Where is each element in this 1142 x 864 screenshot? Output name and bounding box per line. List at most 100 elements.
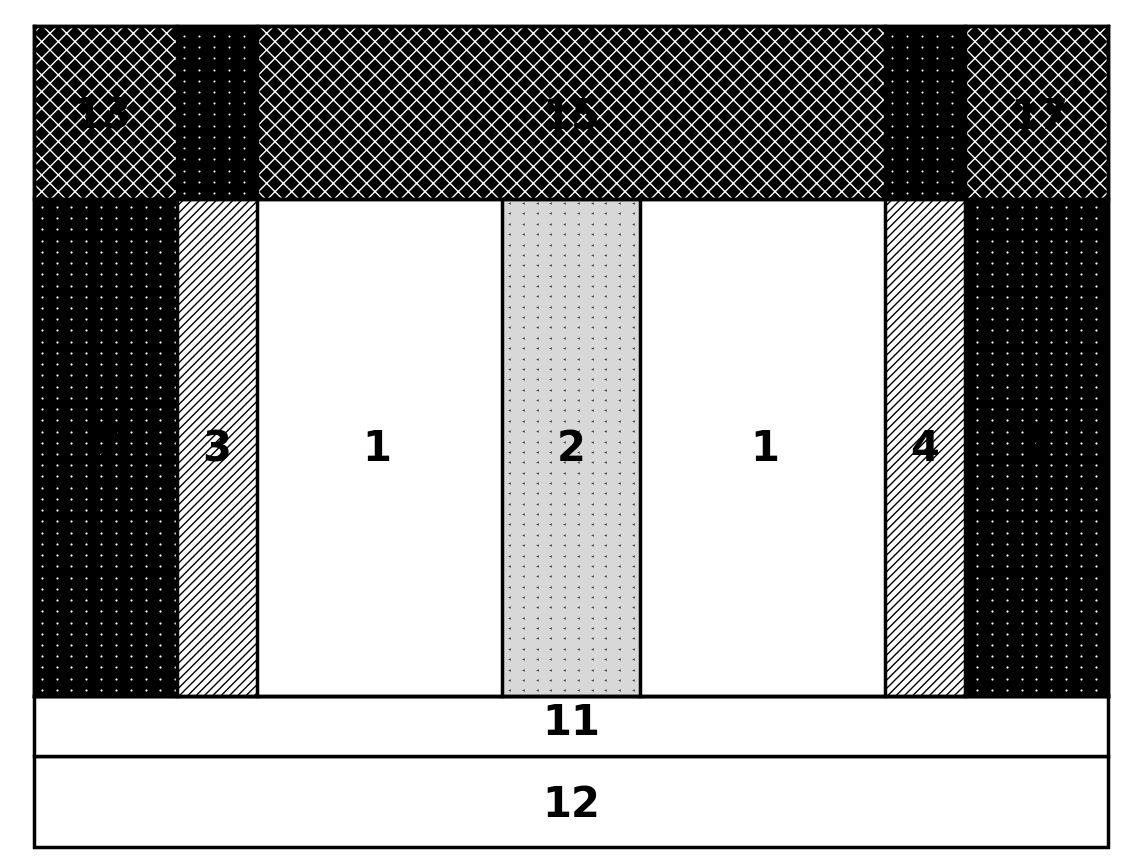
Point [819, 615, 837, 629]
Point [715, 424, 733, 438]
Point [804, 638, 822, 651]
Point [626, 650, 644, 664]
Point [914, 130, 932, 143]
Point [610, 372, 628, 386]
Point [898, 164, 916, 178]
Point [195, 447, 214, 461]
Point [715, 289, 733, 303]
Point [863, 559, 882, 573]
Point [106, 570, 124, 584]
Point [166, 480, 184, 494]
Point [745, 683, 763, 696]
Point [997, 458, 1015, 472]
Point [136, 626, 154, 640]
Point [284, 357, 303, 371]
Point [982, 480, 1000, 494]
Point [552, 514, 570, 528]
Point [914, 62, 932, 76]
Point [255, 626, 273, 640]
Point [700, 267, 718, 281]
Point [388, 278, 407, 292]
Point [190, 175, 209, 189]
Point [893, 582, 911, 596]
Point [514, 414, 532, 428]
Point [477, 626, 496, 640]
Point [463, 503, 481, 517]
Point [566, 480, 585, 494]
Point [967, 267, 986, 281]
Point [522, 650, 540, 664]
Point [555, 683, 573, 697]
Point [514, 590, 532, 604]
Point [240, 267, 258, 281]
Point [982, 435, 1000, 449]
Point [121, 368, 139, 382]
Point [240, 334, 258, 348]
Point [1042, 200, 1060, 213]
Point [596, 559, 614, 573]
Point [566, 593, 585, 607]
Point [91, 503, 110, 517]
Point [914, 96, 932, 110]
Point [514, 486, 532, 500]
Point [804, 559, 822, 573]
Point [1042, 604, 1060, 618]
Point [388, 233, 407, 247]
Point [448, 357, 466, 371]
Point [566, 278, 585, 292]
Point [908, 548, 926, 562]
Point [581, 323, 601, 337]
Point [344, 570, 362, 584]
Point [62, 357, 80, 371]
Point [626, 525, 644, 539]
Point [299, 559, 317, 573]
Point [596, 346, 614, 359]
Point [555, 528, 573, 542]
Point [255, 357, 273, 371]
Point [923, 289, 941, 303]
Bar [640, 199, 885, 696]
Point [626, 200, 644, 213]
Point [582, 621, 601, 635]
Point [555, 559, 573, 573]
Point [938, 289, 956, 303]
Point [611, 424, 629, 438]
Point [359, 570, 377, 584]
Point [641, 200, 659, 213]
Point [448, 638, 466, 651]
Point [789, 593, 807, 607]
Point [1012, 480, 1030, 494]
Point [541, 486, 560, 500]
Point [507, 278, 525, 292]
Point [656, 278, 674, 292]
Point [596, 559, 614, 573]
Point [566, 200, 585, 213]
Point [656, 402, 674, 416]
Point [982, 548, 1000, 562]
Point [255, 525, 273, 539]
Point [284, 256, 303, 270]
Point [759, 469, 778, 483]
Point [952, 312, 971, 326]
Point [914, 40, 932, 54]
Point [195, 402, 214, 416]
Point [611, 447, 629, 461]
Point [91, 626, 110, 640]
Point [656, 379, 674, 393]
Point [819, 480, 837, 494]
Point [927, 62, 946, 76]
Point [774, 312, 793, 326]
Point [581, 391, 601, 404]
Point [610, 352, 628, 365]
Point [514, 466, 532, 480]
Point [492, 469, 510, 483]
Point [477, 458, 496, 472]
Point [555, 538, 573, 552]
Point [982, 233, 1000, 247]
Point [1042, 660, 1060, 674]
Point [656, 469, 674, 483]
Point [596, 222, 614, 236]
Point [759, 447, 778, 461]
Point [626, 312, 644, 326]
Point [418, 548, 436, 562]
